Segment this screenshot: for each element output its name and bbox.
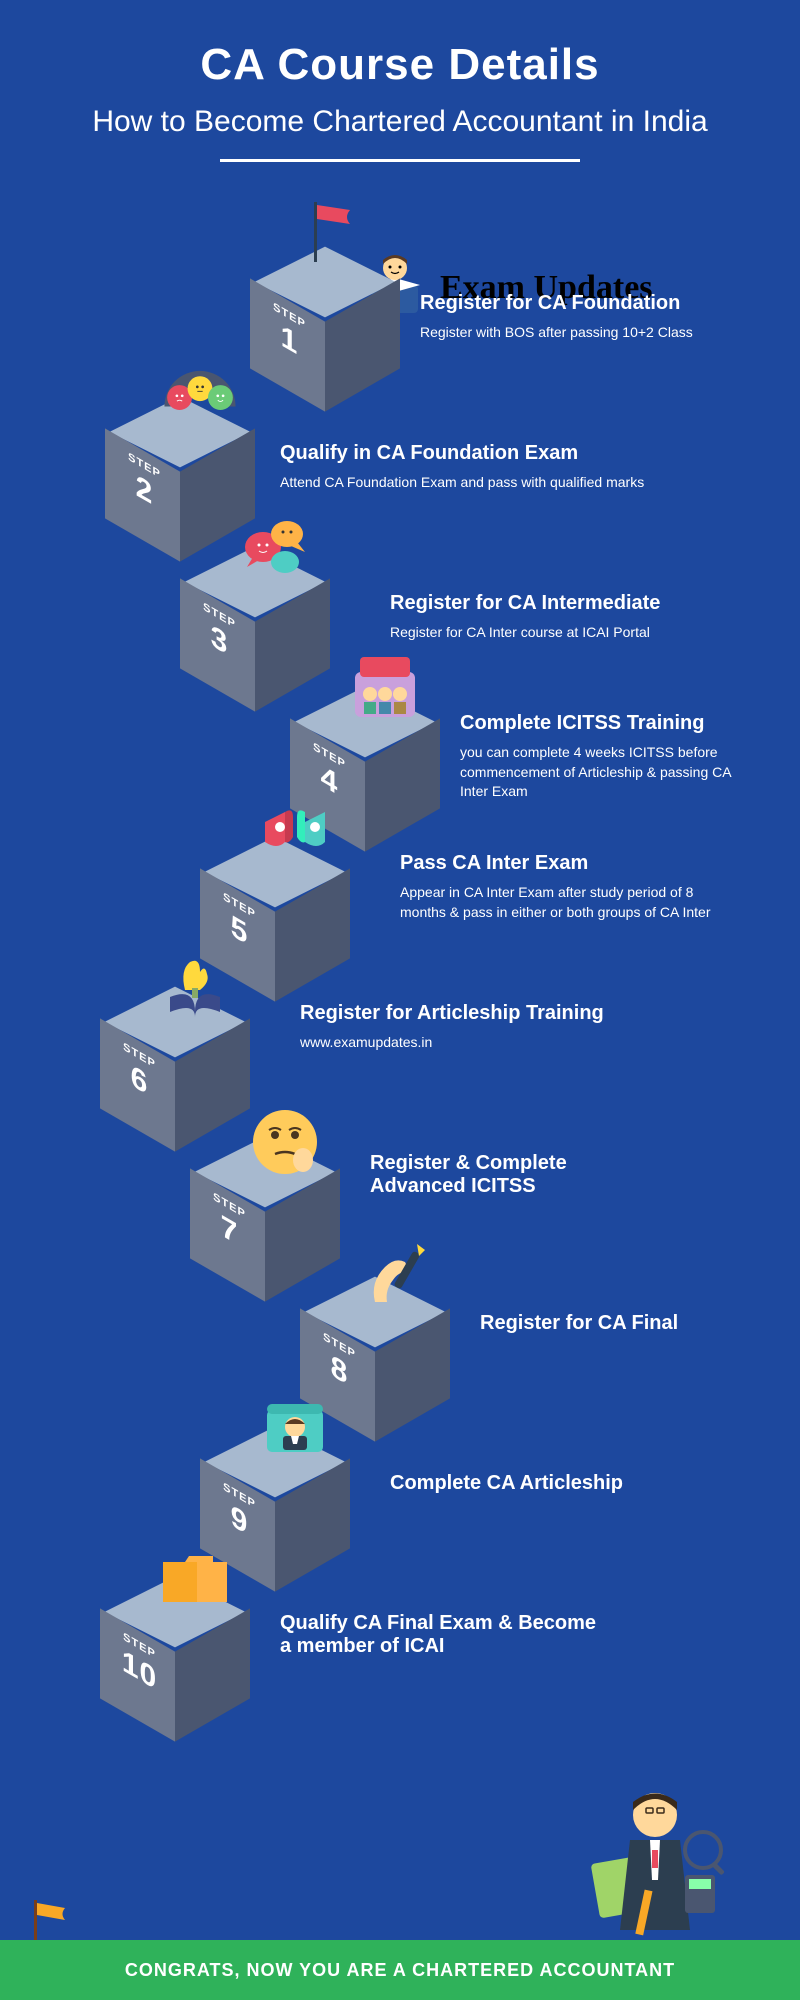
- step-desc: Appear in CA Inter Exam after study peri…: [400, 883, 720, 922]
- step-7-icon: [245, 1102, 325, 1182]
- page-title: CA Course Details: [40, 40, 760, 90]
- step-desc: Attend CA Foundation Exam and pass with …: [280, 473, 680, 493]
- page-subtitle: How to Become Chartered Accountant in In…: [40, 102, 760, 141]
- step-3-icon: [235, 512, 315, 592]
- step-4-icon: [345, 652, 425, 732]
- step-title: Register for Articleship Training: [300, 1002, 700, 1025]
- step-6-icon: [155, 952, 235, 1032]
- step-text: Register for CA Intermediate Register for…: [390, 592, 710, 643]
- step-title: Qualify CA Final Exam & Become a member …: [280, 1612, 600, 1658]
- step-cube: STEP1: [250, 262, 400, 412]
- step-desc: you can complete 4 weeks ICITSS before c…: [460, 743, 760, 802]
- step-text: Pass CA Inter Exam Appear in CA Inter Exa…: [400, 852, 720, 922]
- step-text: Qualify CA Final Exam & Become a member …: [280, 1612, 600, 1666]
- steps-container: STEP1Register for CA FoundationRegister …: [0, 262, 800, 1862]
- step-text: Complete ICITSS Training you can complete…: [460, 712, 760, 802]
- step-title: Qualify in CA Foundation Exam: [280, 442, 680, 465]
- step-desc: Register for CA Inter course at ICAI Por…: [390, 623, 710, 643]
- step-title: Register for CA Final: [480, 1312, 760, 1335]
- step-10-icon: [155, 1542, 235, 1622]
- step-9-icon: [255, 1392, 335, 1472]
- step-title: Register for CA Intermediate: [390, 592, 710, 615]
- step-title: Pass CA Inter Exam: [400, 852, 720, 875]
- footer-text: CONGRATS, NOW YOU ARE A CHARTERED ACCOUN…: [125, 1960, 675, 1981]
- step-text: Register for Articleship Training www.exa…: [300, 1002, 700, 1053]
- step-5-icon: [255, 802, 335, 882]
- step-title: Register & Complete Advanced ICITSS: [370, 1152, 650, 1198]
- step-title: Register for CA Foundation: [420, 292, 770, 315]
- footer: CONGRATS, NOW YOU ARE A CHARTERED ACCOUN…: [0, 1940, 800, 2000]
- step-desc: Register with BOS after passing 10+2 Cla…: [420, 323, 770, 343]
- step-text: Register for CA Foundation Register with …: [420, 292, 770, 343]
- step-text: Qualify in CA Foundation Exam Attend CA F…: [280, 442, 680, 493]
- step-2-icon: [160, 362, 240, 442]
- step-text: Register for CA Final: [480, 1312, 760, 1343]
- title-underline: [220, 159, 580, 162]
- step-text: Complete CA Articleship: [390, 1472, 710, 1503]
- flag-icon: [310, 202, 360, 262]
- step-desc: www.examupdates.in: [300, 1033, 700, 1053]
- header: CA Course Details How to Become Chartere…: [0, 0, 800, 182]
- step-title: Complete ICITSS Training: [460, 712, 760, 735]
- step-8-icon: [355, 1242, 435, 1322]
- step-title: Complete CA Articleship: [390, 1472, 710, 1495]
- accountant-icon: [590, 1780, 730, 1940]
- step-text: Register & Complete Advanced ICITSS: [370, 1152, 650, 1206]
